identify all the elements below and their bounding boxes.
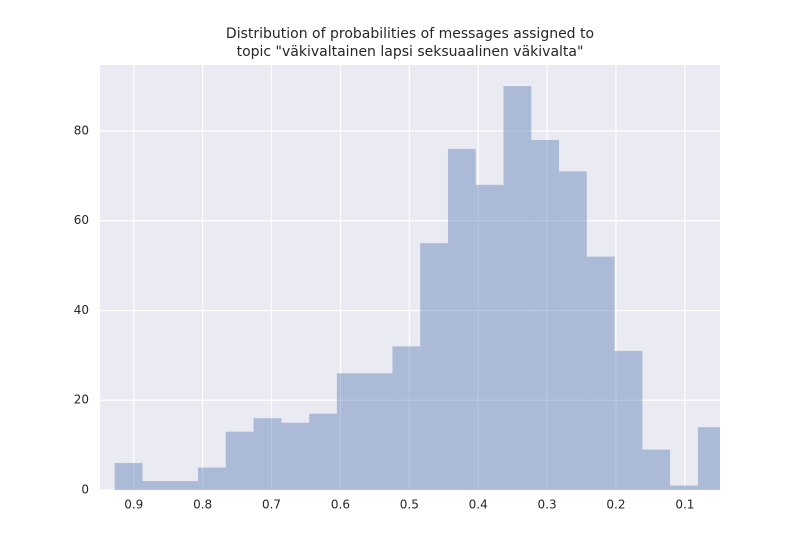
bar bbox=[614, 350, 643, 490]
chart-title: Distribution of probabilities of message… bbox=[226, 26, 594, 42]
bar bbox=[142, 481, 171, 490]
y-tick-label: 20 bbox=[74, 393, 89, 407]
bar bbox=[503, 86, 532, 490]
chart-title: topic "väkivaltainen lapsi seksuaalinen … bbox=[237, 44, 584, 60]
bar bbox=[447, 148, 476, 490]
bar bbox=[697, 427, 720, 490]
x-tick-label: 0.6 bbox=[331, 498, 350, 512]
bar bbox=[642, 449, 671, 490]
grid bbox=[100, 65, 720, 491]
x-tick-label: 0.8 bbox=[193, 498, 212, 512]
bar bbox=[309, 413, 337, 490]
x-tick-label: 0.4 bbox=[469, 498, 488, 512]
x-tick-label: 0.7 bbox=[262, 498, 281, 512]
x-tick-label: 0.3 bbox=[538, 498, 557, 512]
bar bbox=[364, 373, 393, 490]
bar bbox=[253, 418, 282, 490]
bar bbox=[198, 467, 226, 490]
x-tick-label: 0.5 bbox=[400, 498, 419, 512]
bar bbox=[281, 422, 310, 490]
bars bbox=[114, 86, 720, 490]
bar bbox=[225, 431, 254, 490]
y-tick-label: 40 bbox=[74, 303, 89, 317]
y-tick-label: 80 bbox=[74, 123, 89, 137]
bar bbox=[531, 139, 560, 490]
y-tick-label: 0 bbox=[81, 483, 89, 497]
bar bbox=[420, 243, 448, 490]
bar bbox=[336, 373, 365, 490]
bar bbox=[586, 256, 615, 490]
bar bbox=[170, 481, 199, 490]
x-tick-label: 0.2 bbox=[606, 498, 625, 512]
bar bbox=[475, 184, 504, 490]
x-tick-label: 0.9 bbox=[124, 498, 143, 512]
x-tick-label: 0.1 bbox=[675, 498, 694, 512]
y-tick-label: 60 bbox=[74, 213, 89, 227]
bar bbox=[670, 485, 698, 490]
bar bbox=[392, 346, 421, 490]
bar bbox=[114, 463, 143, 490]
bar bbox=[559, 171, 587, 490]
plot-area bbox=[100, 65, 720, 490]
